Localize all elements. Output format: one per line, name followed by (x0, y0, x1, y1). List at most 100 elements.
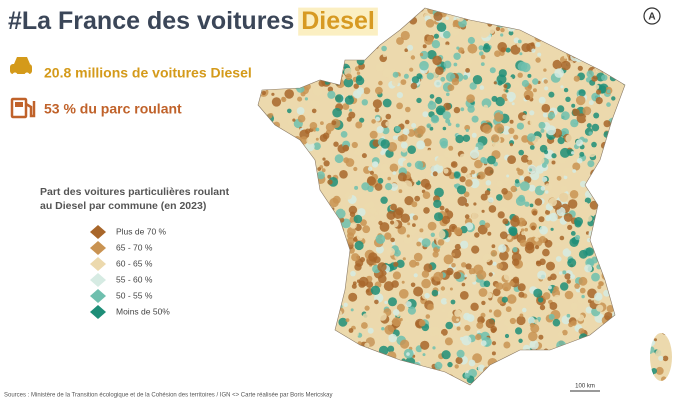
commune-patch (541, 373, 550, 382)
commune-patch (534, 237, 539, 242)
commune-patch (648, 356, 653, 361)
commune-patch (630, 26, 637, 33)
commune-patch (435, 66, 444, 75)
commune-patch (288, 157, 298, 167)
commune-patch (665, 70, 672, 76)
commune-patch (384, 232, 392, 240)
commune-patch (587, 355, 592, 359)
commune-patch (612, 369, 620, 377)
commune-patch (591, 272, 600, 282)
commune-patch (560, 19, 565, 24)
commune-patch (308, 291, 315, 297)
commune-patch (571, 103, 576, 108)
commune-patch (433, 199, 442, 209)
commune-patch (589, 359, 594, 365)
commune-patch (303, 240, 309, 246)
commune-patch (527, 22, 537, 32)
commune-patch (400, 141, 408, 149)
commune-patch (258, 205, 268, 215)
commune-patch (646, 156, 653, 163)
commune-patch (502, 218, 509, 225)
commune-patch (659, 115, 663, 119)
commune-patch (668, 167, 672, 171)
commune-patch (632, 363, 640, 371)
commune-patch (273, 129, 278, 133)
commune-patch (423, 138, 432, 147)
commune-patch (617, 199, 627, 209)
commune-patch (438, 8, 444, 9)
commune-patch (302, 177, 311, 187)
commune-patch (476, 269, 487, 280)
commune-patch (562, 167, 572, 177)
commune-patch (516, 122, 525, 130)
commune-patch (666, 57, 672, 64)
commune-patch (301, 240, 305, 245)
commune-patch (439, 137, 449, 147)
commune-patch (525, 94, 531, 101)
commune-patch (316, 171, 325, 180)
commune-patch (487, 231, 492, 236)
commune-patch (504, 318, 512, 327)
commune-patch (602, 264, 611, 274)
commune-patch (503, 84, 508, 89)
commune-patch (335, 94, 344, 103)
commune-patch (616, 57, 622, 63)
commune-patch (313, 306, 320, 312)
commune-patch (589, 368, 595, 375)
commune-patch (658, 188, 663, 194)
commune-patch (651, 211, 661, 221)
commune-patch (591, 352, 596, 357)
commune-patch (347, 339, 356, 348)
commune-patch (669, 81, 672, 88)
commune-patch (287, 362, 292, 367)
commune-patch (472, 75, 483, 85)
commune-patch (519, 52, 523, 56)
commune-patch (330, 374, 338, 382)
commune-patch (390, 237, 395, 243)
commune-patch (628, 301, 634, 307)
commune-patch (607, 147, 615, 155)
commune-patch (582, 10, 588, 16)
commune-patch (594, 358, 601, 365)
commune-patch (556, 41, 563, 48)
commune-patch (640, 291, 645, 296)
stat-cars: 20.8 millions de voitures Diesel (44, 65, 252, 81)
commune-patch (660, 169, 665, 175)
commune-patch (267, 351, 275, 359)
commune-patch (335, 378, 339, 382)
commune-patch (630, 309, 635, 315)
commune-patch (610, 355, 615, 360)
commune-patch (668, 41, 672, 48)
commune-patch (270, 219, 280, 228)
commune-patch (387, 345, 395, 353)
commune-patch (504, 177, 509, 182)
commune-patch (557, 137, 565, 145)
commune-patch (517, 169, 524, 176)
legend-label: 55 - 60 % (116, 274, 153, 284)
commune-patch (637, 8, 646, 10)
commune-patch (287, 108, 292, 114)
commune-patch (461, 262, 467, 268)
commune-patch (503, 272, 512, 281)
commune-patch (543, 350, 549, 356)
commune-patch (471, 384, 475, 385)
commune-patch (570, 274, 576, 280)
commune-patch (283, 53, 289, 59)
commune-patch (431, 40, 441, 49)
commune-patch (600, 55, 605, 61)
commune-patch (279, 328, 289, 337)
commune-patch (508, 15, 518, 25)
commune-patch (258, 270, 262, 275)
commune-patch (388, 333, 398, 343)
commune-patch (385, 183, 393, 191)
commune-patch (340, 131, 348, 138)
commune-patch (612, 133, 620, 141)
commune-patch (261, 303, 268, 311)
commune-patch (264, 67, 273, 76)
commune-patch (356, 57, 365, 66)
commune-patch (576, 113, 587, 124)
commune-patch (624, 217, 630, 224)
commune-patch (502, 282, 512, 292)
commune-patch (635, 234, 646, 245)
